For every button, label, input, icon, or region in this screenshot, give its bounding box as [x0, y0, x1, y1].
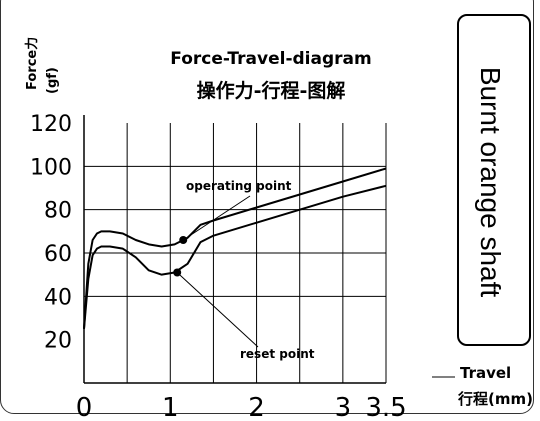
- shaft-label: Burnt orange shaft: [475, 66, 506, 298]
- y-tick-label: 120: [30, 112, 72, 137]
- shaft-label-box: Burnt orange shaft: [457, 14, 531, 346]
- x-axis-title-cn: 行程(mm): [457, 390, 533, 408]
- y-axis-unit: (gf): [45, 67, 60, 94]
- operating-point-label: operating point: [186, 179, 292, 193]
- outer-frame: [0, 0, 534, 414]
- operating-point-leader: [182, 195, 251, 241]
- x-tick-label: 1: [162, 393, 179, 421]
- y-tick-label: 60: [44, 242, 72, 267]
- y-axis-title: Force力: [24, 37, 40, 90]
- series-line-reset: [83, 184, 387, 329]
- reset-point-label: reset point: [240, 347, 315, 361]
- chart-title: Force-Travel-diagram: [170, 49, 371, 69]
- reset-point-leader: [176, 272, 259, 348]
- y-tick-label: 100: [30, 155, 72, 180]
- series-line-operating: [83, 167, 387, 329]
- x-tick-label: 2: [248, 393, 265, 421]
- y-tick-label: 20: [44, 329, 72, 354]
- x-tick-label: 0: [76, 393, 93, 421]
- operating-point-marker: [179, 236, 188, 244]
- x-axis-title: Travel: [460, 364, 511, 382]
- reset-point-marker: [173, 268, 182, 277]
- x-tick-label: 3.5: [365, 393, 406, 421]
- chart-subtitle: 操作力-行程-图解: [197, 79, 346, 102]
- y-tick-label: 80: [44, 199, 72, 224]
- x-tick-label: 3: [335, 393, 352, 421]
- y-tick-label: 40: [44, 285, 72, 310]
